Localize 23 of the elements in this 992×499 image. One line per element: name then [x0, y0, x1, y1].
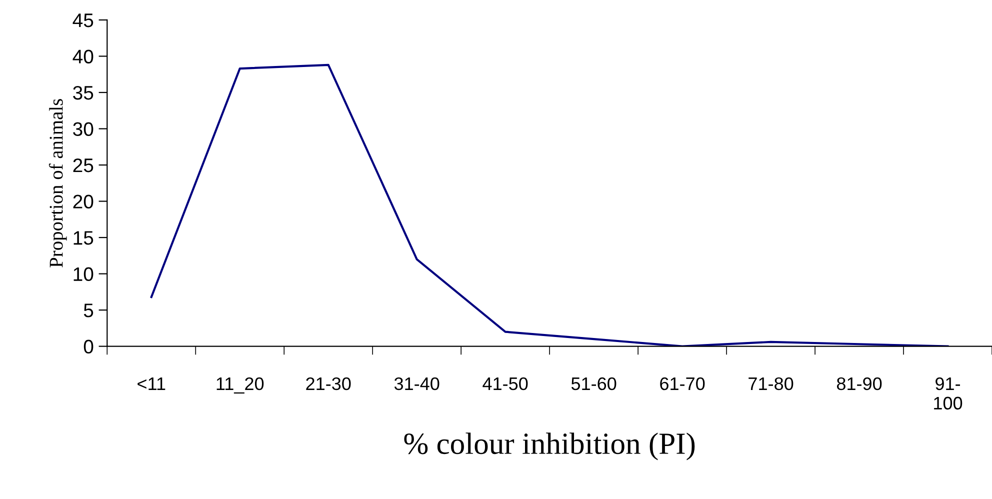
x-tick-label: 41-50 — [482, 377, 528, 390]
x-tick-label: 81-90 — [836, 377, 882, 390]
x-tick-label: 51-60 — [571, 377, 616, 390]
y-tick-label: 45 — [72, 14, 94, 28]
y-tick-label: 40 — [72, 50, 94, 64]
x-tick-label: 11_20 — [216, 377, 264, 394]
y-tick-label: 25 — [73, 158, 94, 172]
y-tick-label: 5 — [84, 304, 94, 318]
x-tick-label: 61-70 — [660, 377, 705, 390]
y-axis-title: Proportion of animals — [48, 99, 67, 268]
x-tick-label: 71-80 — [748, 377, 794, 390]
y-tick-label: 20 — [73, 194, 94, 208]
x-axis-title: % colour inhibition (PI) — [404, 432, 695, 460]
y-tick-label: 0 — [84, 340, 94, 354]
x-tick-label: 31-40 — [394, 377, 440, 390]
x-tick-label: <11 — [138, 378, 166, 390]
y-tick-label: 35 — [73, 86, 94, 100]
line-series — [150, 64, 949, 346]
y-tick-label: 30 — [73, 122, 94, 136]
x-tick-label: 91- 100 — [934, 377, 962, 410]
y-tick-label: 15 — [74, 231, 94, 245]
y-tick-label: 10 — [74, 267, 94, 282]
x-tick-label: 21-30 — [306, 377, 351, 390]
